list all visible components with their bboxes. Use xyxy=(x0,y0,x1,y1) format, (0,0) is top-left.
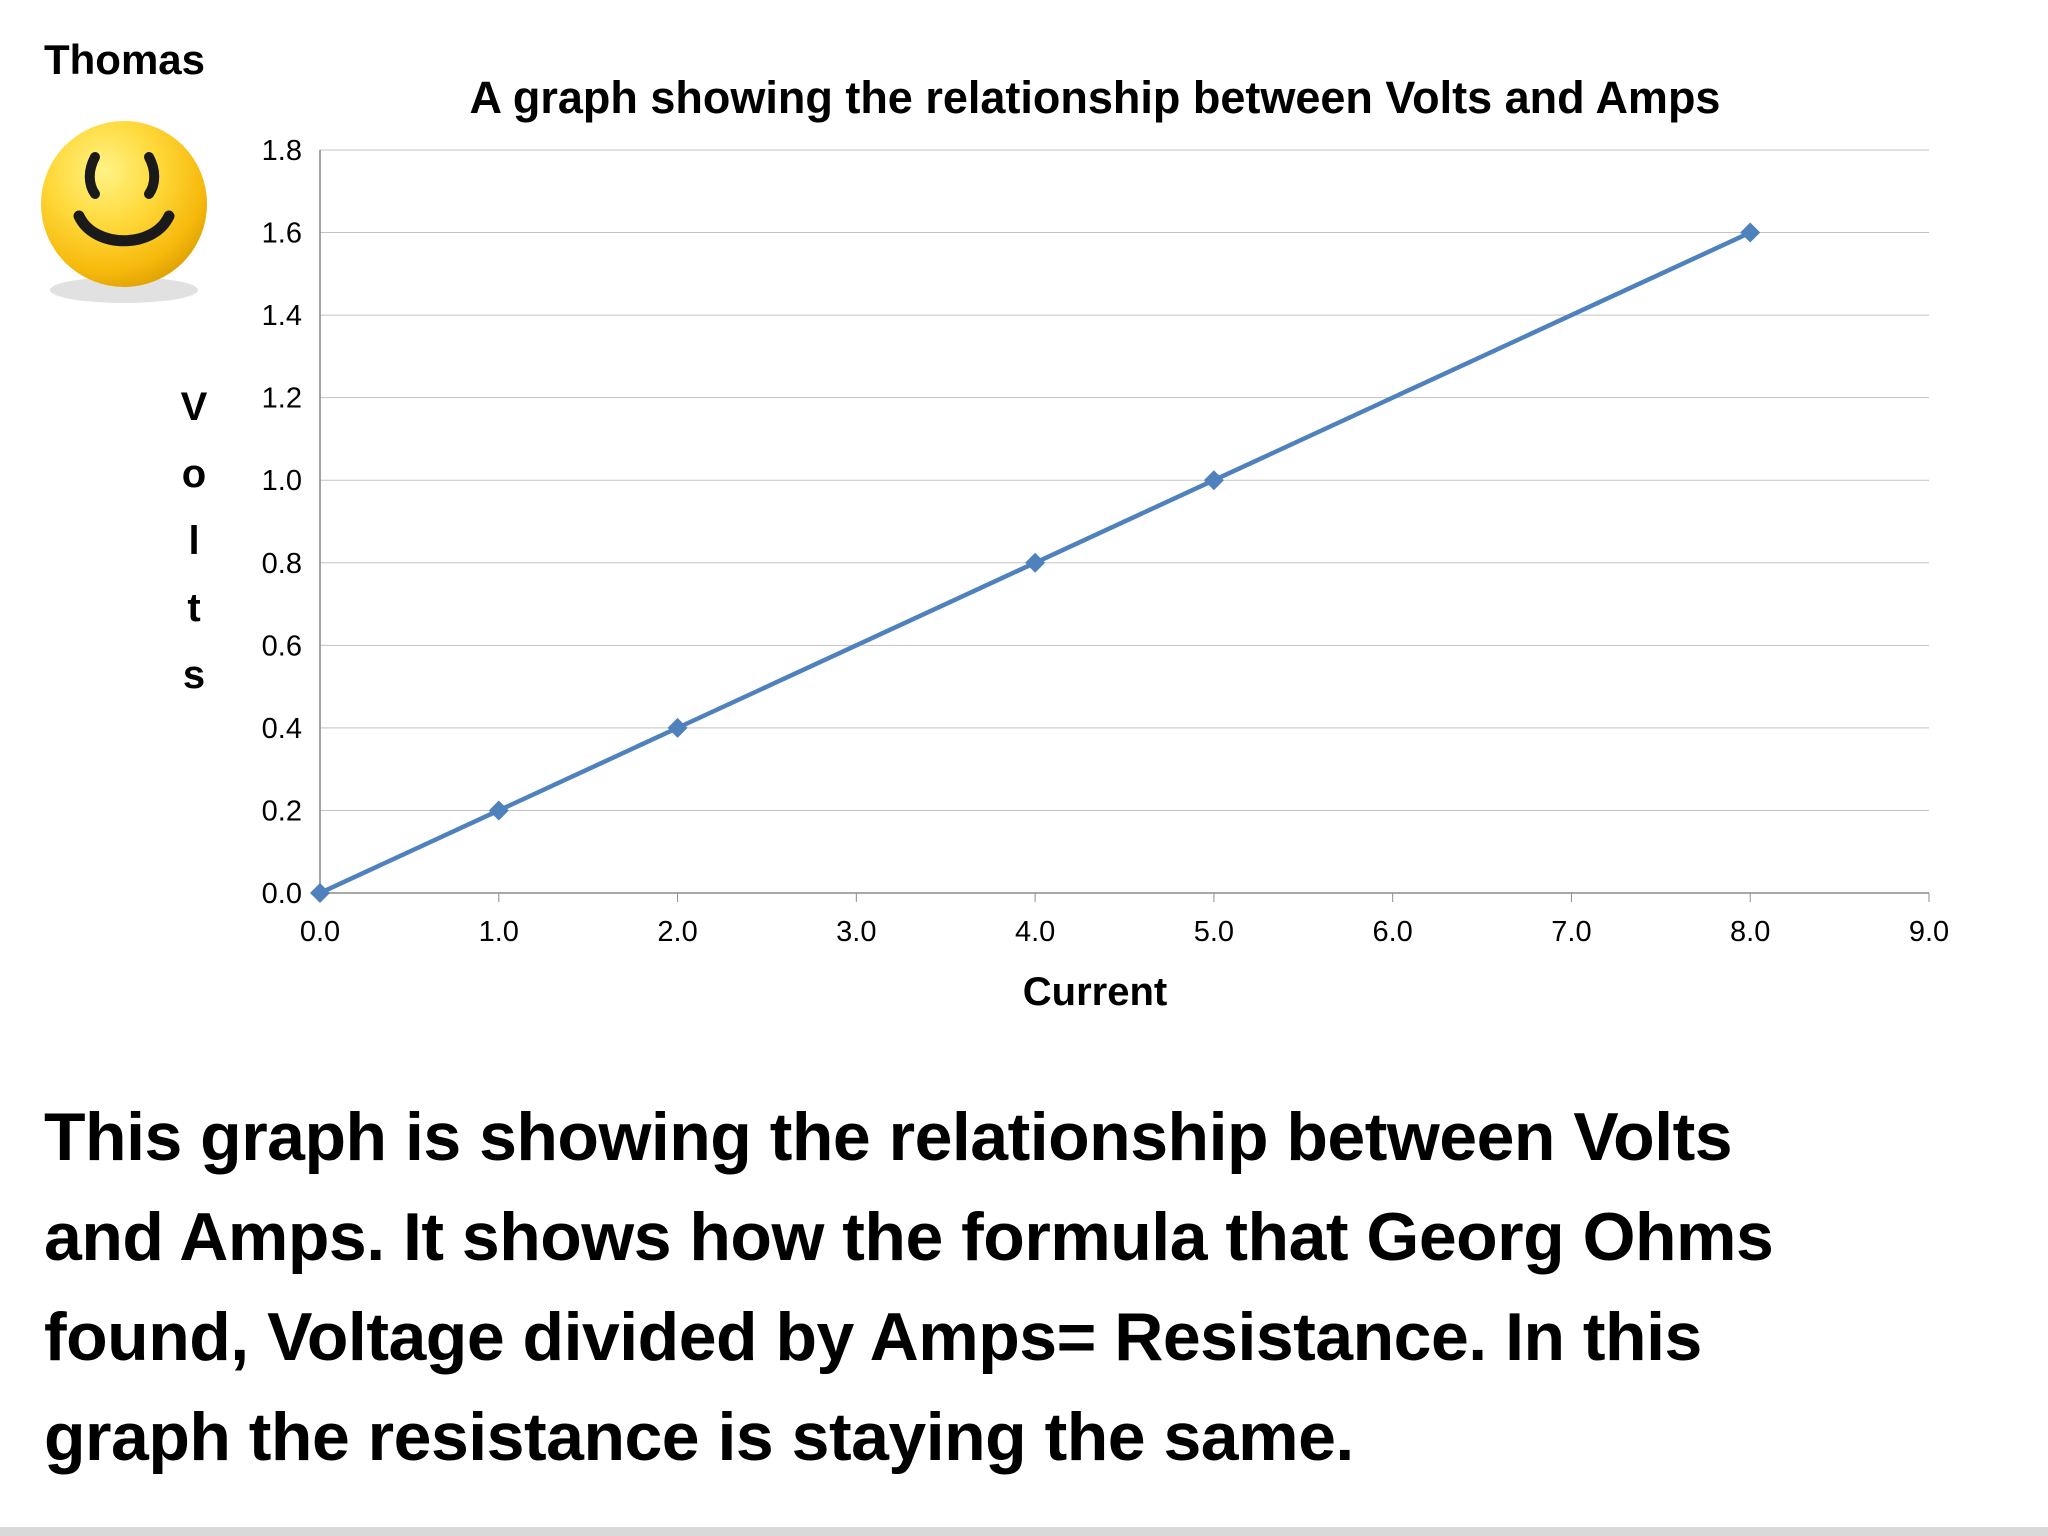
x-tick-label: 4.0 xyxy=(1015,916,1055,948)
x-axis-label: Current xyxy=(1022,970,1168,1014)
smiley-head xyxy=(41,121,207,287)
smiley-mouth xyxy=(73,210,175,247)
y-tick-label: 0.4 xyxy=(262,713,302,745)
x-tick-label: 2.0 xyxy=(657,916,697,948)
y-tick-label: 1.8 xyxy=(262,135,302,167)
volts-amps-line-chart: 0.0 0.2 0.4 0.6 0.8 1.0 1.2 1.4 1.6 1.8 0.0 1.0 2.0 3… xyxy=(262,135,1949,948)
caption-line: and Amps. It shows how the formula that … xyxy=(44,1198,1774,1275)
y-tick-label: 0.6 xyxy=(262,630,302,662)
caption-line: found, Voltage divided by Amps= Resistan… xyxy=(44,1298,1702,1375)
x-tick-label: 3.0 xyxy=(836,916,876,948)
y-axis-label-letter: V xyxy=(180,385,208,429)
chart-title: A graph showing the relationship between… xyxy=(469,72,1721,123)
smiley-face-icon xyxy=(32,114,216,308)
y-tick-label: 0.8 xyxy=(262,548,302,580)
y-axis-label-letter: t xyxy=(187,586,201,630)
x-tick-label: 5.0 xyxy=(1194,916,1234,948)
y-axis-label-letter: s xyxy=(182,653,206,697)
x-tick-label: 7.0 xyxy=(1551,916,1591,948)
x-tick-label: 9.0 xyxy=(1909,916,1949,948)
y-axis-label-letter: o xyxy=(181,452,207,496)
x-tick-label: 6.0 xyxy=(1373,916,1413,948)
x-tick-label: 1.0 xyxy=(479,916,519,948)
data-marker xyxy=(1025,552,1046,573)
y-tick-label: 1.2 xyxy=(262,383,302,415)
y-tick-label: 1.4 xyxy=(262,300,302,332)
data-marker xyxy=(488,800,509,821)
smiley-face-graphic xyxy=(41,121,207,303)
data-marker xyxy=(310,883,330,903)
y-tick-label: 1.0 xyxy=(262,465,302,497)
data-marker xyxy=(1203,470,1224,491)
caption-line: graph the resistance is staying the same… xyxy=(44,1398,1354,1475)
data-line xyxy=(319,230,1752,896)
smiley-shadow xyxy=(50,277,198,303)
data-marker xyxy=(1740,222,1761,243)
y-axis-label-letter: l xyxy=(188,519,200,563)
caption-text: This graph is showing the relationship b… xyxy=(44,1088,2029,1488)
caption-line: This graph is showing the relationship b… xyxy=(44,1099,1733,1175)
smiley-right-eye xyxy=(144,152,160,199)
y-tick-label: 0.0 xyxy=(262,878,302,910)
bottom-border xyxy=(0,1527,2048,1536)
student-name: Thomas xyxy=(44,36,206,83)
y-tick-label: 1.6 xyxy=(262,218,302,250)
data-marker xyxy=(667,717,688,738)
smiley-left-eye xyxy=(84,152,100,199)
x-tick-label: 8.0 xyxy=(1730,916,1770,948)
x-tick-label: 0.0 xyxy=(300,916,340,948)
y-tick-label: 0.2 xyxy=(262,795,302,827)
